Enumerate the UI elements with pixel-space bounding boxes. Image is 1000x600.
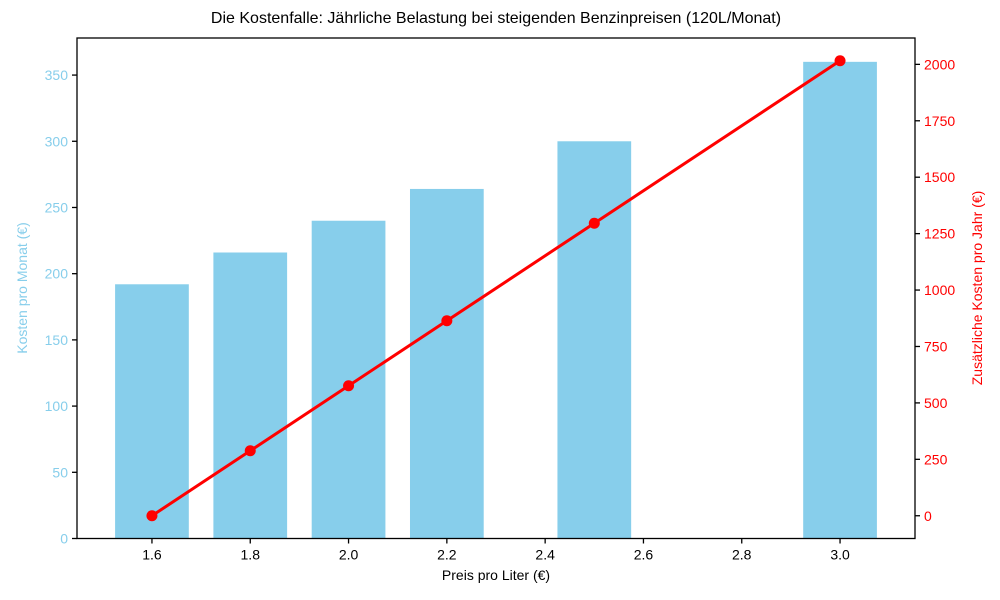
left-tick-label: 350 [45, 67, 69, 83]
data-point-marker [244, 445, 256, 457]
x-tick-label: 2.4 [535, 547, 555, 563]
x-tick-label: 2.8 [732, 547, 752, 563]
right-tick-label: 1500 [924, 169, 955, 185]
right-tick-label: 0 [924, 508, 932, 524]
bar [409, 188, 484, 539]
left-axis-label: Kosten pro Monat (€) [14, 222, 30, 354]
bar [557, 141, 632, 539]
right-tick-label: 750 [924, 338, 948, 354]
right-tick-label: 1250 [924, 226, 955, 242]
data-point-marker [588, 217, 600, 229]
right-tick-label: 500 [924, 395, 948, 411]
right-tick-label: 1000 [924, 282, 955, 298]
left-tick-label: 0 [60, 531, 68, 547]
left-tick-label: 100 [45, 398, 69, 414]
left-tick-label: 50 [52, 464, 68, 480]
right-tick-label: 250 [924, 451, 948, 467]
x-tick-label: 2.6 [634, 547, 654, 563]
plot-frame [76, 37, 916, 540]
x-tick-label: 3.0 [830, 547, 850, 563]
left-tick-label: 300 [45, 133, 69, 149]
left-tick-label: 250 [45, 199, 69, 215]
chart-title: Die Kostenfalle: Jährliche Belastung bei… [210, 10, 782, 27]
left-tick-label: 150 [45, 332, 69, 348]
left-tick-label: 200 [45, 266, 69, 282]
right-tick-label: 2000 [924, 56, 955, 72]
bar [311, 220, 386, 539]
bar [803, 61, 877, 539]
trend-line [150, 59, 842, 518]
x-tick-label: 2.0 [339, 547, 359, 563]
bar [213, 252, 288, 539]
data-point-marker [343, 380, 355, 392]
x-tick-label: 1.6 [142, 547, 162, 563]
data-point-marker [146, 510, 158, 522]
bar [115, 284, 189, 539]
x-tick-label: 1.8 [241, 547, 261, 563]
x-tick-label: 2.2 [437, 547, 457, 563]
right-tick-label: 1750 [924, 113, 955, 129]
data-point-marker [834, 55, 846, 67]
x-axis-label: Preis pro Liter (€) [441, 567, 551, 583]
right-axis-label: Zusätzliche Kosten pro Jahr (€) [969, 190, 985, 386]
data-point-marker [441, 315, 453, 327]
